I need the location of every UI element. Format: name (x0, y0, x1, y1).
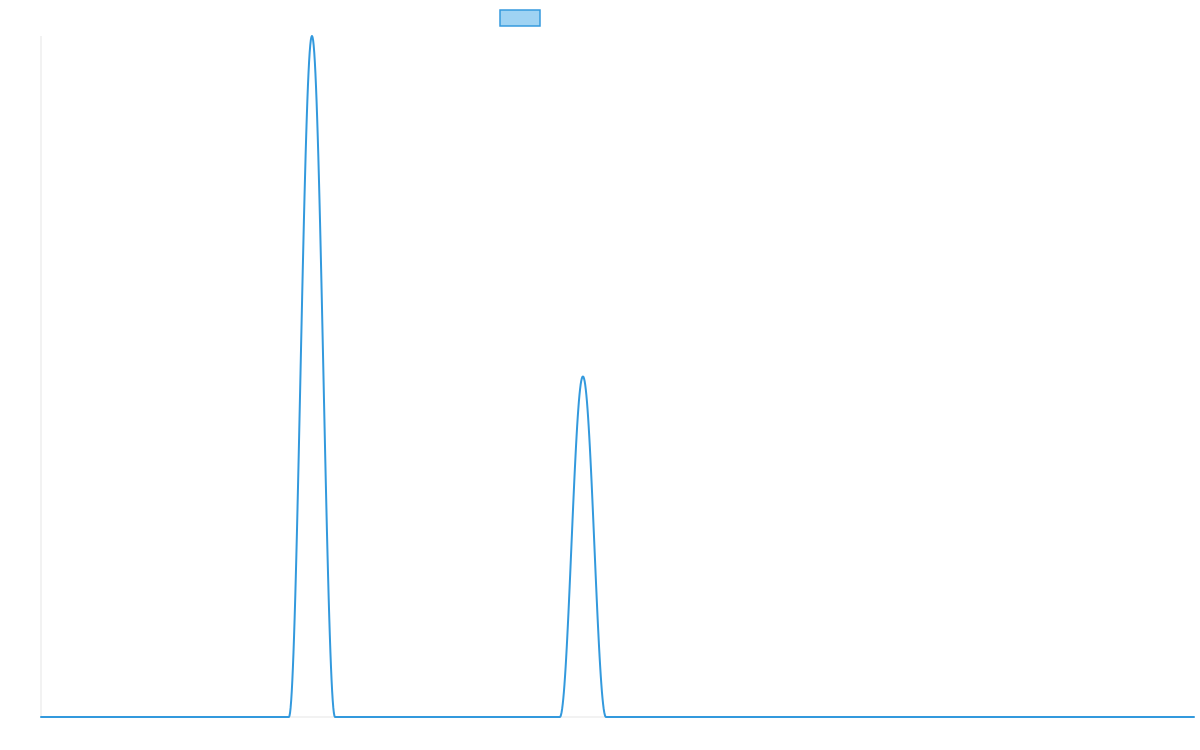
legend (499, 9, 541, 27)
legend-swatch[interactable] (499, 9, 541, 27)
series-line-0 (40, 35, 1195, 718)
series-group (40, 35, 1195, 718)
